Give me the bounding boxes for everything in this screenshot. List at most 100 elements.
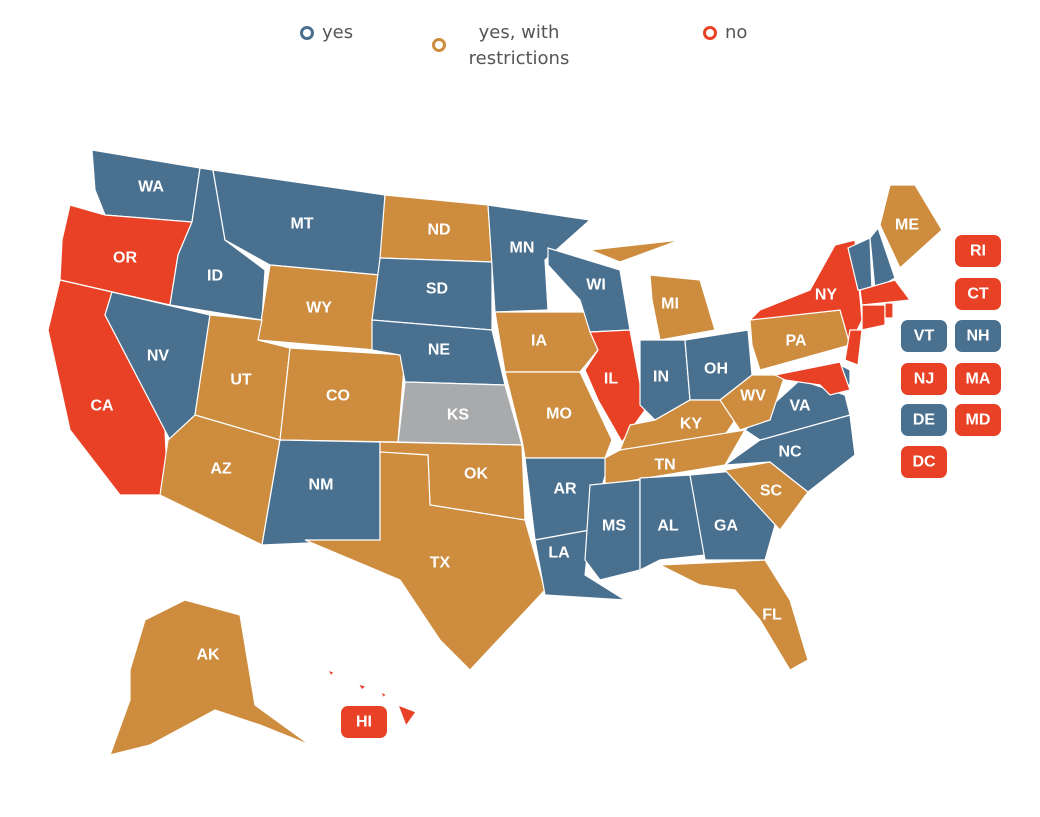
state-shape [649, 274, 716, 341]
state: TN [604, 429, 747, 486]
state: SD [371, 257, 493, 331]
state-label: OR [113, 250, 137, 267]
legend-item: yes, with restrictions [432, 20, 584, 72]
state-label: OH [704, 361, 728, 378]
state-shape [396, 703, 417, 728]
state-label: AR [553, 481, 577, 498]
state-label: NY [815, 287, 838, 304]
state-shape [584, 329, 646, 444]
state-shape [109, 599, 311, 756]
state-label: MS [602, 518, 626, 535]
state: MS [584, 479, 641, 581]
state-shape [884, 302, 894, 319]
state: HI [326, 668, 417, 738]
state: ME [879, 184, 943, 269]
legend-item: yes [300, 20, 353, 46]
state: AK [109, 599, 311, 756]
state-label: GA [714, 518, 738, 535]
legend-marker [703, 26, 717, 40]
state: ND [379, 194, 493, 263]
state-badge [955, 363, 1001, 395]
state-label: ME [895, 217, 919, 234]
legend-label: yes [322, 22, 354, 43]
state-label: WA [138, 179, 164, 196]
state-label: NH [966, 328, 989, 345]
state-label: WV [740, 388, 766, 405]
state: MN [487, 204, 592, 313]
state-shape [159, 414, 281, 546]
state-label: LA [548, 545, 570, 562]
state-label: IN [653, 369, 669, 386]
state-shape [861, 304, 886, 331]
state-shape [487, 204, 592, 313]
state-label: AK [196, 647, 220, 664]
state-shape [859, 279, 912, 306]
state-shape [639, 474, 706, 571]
state-label: CT [967, 286, 989, 303]
state: WV [719, 374, 786, 431]
state-label: NJ [914, 371, 934, 388]
state: WY [257, 264, 381, 351]
state-shape [356, 683, 368, 691]
state: MO [504, 371, 613, 459]
state: NH [869, 226, 1001, 352]
state-badge [955, 235, 1001, 267]
state-label: NE [428, 342, 451, 359]
state-label: MT [290, 216, 313, 233]
state: RI [884, 235, 1001, 319]
state-shape [604, 429, 747, 486]
state-label: MN [510, 240, 535, 257]
state-shape [869, 226, 896, 292]
state-shape [378, 690, 387, 700]
legend: yes yes, with restrictions no [0, 0, 1040, 80]
state-label: ID [207, 268, 223, 285]
state-badge [901, 446, 947, 478]
state-label: KS [447, 407, 470, 424]
state-shape [657, 559, 809, 671]
state-label: DC [912, 454, 936, 471]
state: UT [194, 314, 291, 441]
state-shape [589, 239, 681, 263]
state: DC [901, 446, 947, 478]
state: LA [534, 529, 626, 601]
state-shape [719, 374, 786, 431]
state-label: DE [913, 412, 936, 429]
legend-label: yes, with restrictions [468, 22, 570, 69]
state: MD [773, 361, 1001, 436]
state-shape [744, 379, 851, 441]
state-badge [901, 363, 947, 395]
state-label: IL [604, 371, 618, 388]
state-label: VT [914, 328, 935, 345]
state-badge [955, 404, 1001, 436]
state: TX [304, 451, 546, 671]
state-shape [304, 451, 546, 671]
state-label: PA [785, 333, 806, 350]
state-label: MI [661, 296, 679, 313]
state-label: UT [230, 372, 252, 389]
state: IN [639, 339, 691, 421]
state-shape [879, 184, 943, 269]
state: VT [847, 237, 947, 352]
state-badge [901, 404, 947, 436]
state-label: WI [586, 277, 606, 294]
state: WA [91, 149, 201, 223]
state-shape [773, 361, 851, 396]
state: AL [639, 474, 706, 571]
state-label: ND [427, 222, 450, 239]
state: AZ [159, 414, 281, 546]
state-label: MD [966, 412, 991, 429]
state: CO [279, 347, 406, 443]
state-shape [584, 479, 641, 581]
state: MT [212, 169, 386, 276]
state: NJ [844, 329, 947, 395]
legend-marker [300, 26, 314, 40]
state-label: SD [426, 281, 448, 298]
state-label: VA [789, 398, 810, 415]
state-label: AL [657, 518, 679, 535]
state: NM [261, 439, 381, 546]
state-shape [494, 311, 599, 373]
state-label: NV [147, 348, 170, 365]
state-label: SC [760, 483, 783, 500]
state: CT [861, 278, 1001, 331]
